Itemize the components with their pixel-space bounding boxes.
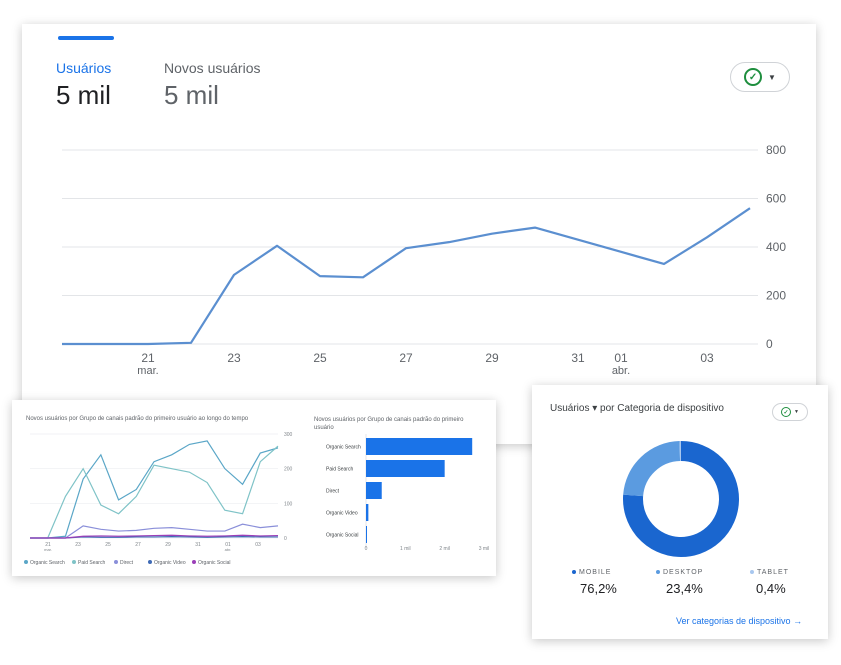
legend-swatch <box>24 560 28 564</box>
device-label-desktop: DESKTOP <box>656 569 703 576</box>
bar-category-label: Organic Social <box>326 533 359 539</box>
tab-new-users-label[interactable]: Novos usuários <box>164 60 261 76</box>
channel-series-line <box>30 523 279 539</box>
bar <box>366 460 445 477</box>
y-tick-label: 300 <box>284 432 293 438</box>
channels-bar-title: Novos usuários por Grupo de canais padrã… <box>314 417 464 431</box>
bar <box>366 526 367 543</box>
x-tick-label: 23 <box>227 351 241 365</box>
x-tick-label: 2 mil <box>439 546 450 552</box>
device-label-tablet: TABLET <box>750 569 789 576</box>
x-tick-label: 31 <box>195 542 201 548</box>
device-status-dropdown[interactable]: ✓ ▼ <box>772 403 808 421</box>
x-tick-label: 29 <box>485 351 499 365</box>
bar-category-label: Paid Search <box>326 467 353 473</box>
legend-swatch <box>114 560 118 564</box>
tab-new-users-value[interactable]: 5 mil <box>164 80 219 110</box>
legend-label: Paid Search <box>78 560 105 566</box>
donut-slice-mobile <box>623 441 739 557</box>
x-tick-label: 27 <box>135 542 141 548</box>
tab-users-value[interactable]: 5 mil <box>56 80 111 110</box>
caret-down-icon: ▼ <box>768 72 776 82</box>
y-tick-label: 400 <box>766 240 786 254</box>
users-overview-card: Usuários 5 mil Novos usuários 5 mil ✓ ▼ … <box>22 24 816 444</box>
channel-series-line <box>30 445 279 539</box>
channels-line-title: Novos usuários por Grupo de canais padrã… <box>26 416 249 422</box>
y-tick-label: 600 <box>766 192 786 206</box>
x-tick-label: 0 <box>365 546 368 552</box>
x-tick-label: 23 <box>75 542 81 548</box>
users-series-line <box>62 207 751 346</box>
channels-bar-chart: Organic Search Paid Search Direct Organic V… <box>326 434 490 552</box>
x-tick-label: 21 <box>141 351 155 365</box>
legend-swatch <box>148 560 152 564</box>
y-tick-label: 200 <box>766 289 786 303</box>
x-tick-label: 01 <box>225 542 231 548</box>
bar <box>366 504 369 521</box>
y-tick-label: 0 <box>766 337 773 351</box>
x-tick-label: 03 <box>255 542 261 548</box>
x-tick-sublabel: abr. <box>612 365 630 377</box>
bar <box>366 438 473 455</box>
x-tick-sublabel: abr. <box>225 547 232 552</box>
legend-swatch <box>192 560 196 564</box>
device-value-mobile: 76,2% <box>580 581 617 596</box>
caret-down-icon: ▼ <box>794 409 799 415</box>
x-tick-label: 25 <box>105 542 111 548</box>
tab-users-label[interactable]: Usuários <box>56 60 112 76</box>
device-categories-link[interactable]: Ver categorias de dispositivo → <box>676 616 803 626</box>
x-tick-sublabel: mar. <box>137 365 158 377</box>
check-circle-icon: ✓ <box>781 407 792 417</box>
x-tick-label: 25 <box>313 351 327 365</box>
x-tick-label: 21 <box>45 542 51 548</box>
y-tick-label: 200 <box>284 467 293 473</box>
x-tick-label: 03 <box>700 351 714 365</box>
active-tab-indicator <box>58 36 114 40</box>
legend-swatch <box>72 560 76 564</box>
x-tick-label: 31 <box>571 351 585 365</box>
y-tick-label: 0 <box>284 536 287 542</box>
check-circle-icon: ✓ <box>744 68 763 86</box>
x-tick-label: 01 <box>614 351 628 365</box>
legend-label: Direct <box>120 560 134 566</box>
channels-card: Novos usuários por Grupo de canais padrã… <box>12 400 496 576</box>
device-donut-chart <box>623 441 739 557</box>
bar-category-label: Organic Search <box>326 445 361 451</box>
bar-category-label: Direct <box>326 489 340 495</box>
y-tick-label: 100 <box>284 501 293 507</box>
legend-label: Organic Social <box>198 560 231 566</box>
donut-slice-desktop <box>623 441 681 497</box>
device-label-mobile: MOBILE <box>572 569 611 576</box>
x-tick-sublabel: mar. <box>44 547 52 552</box>
legend-label: Organic Search <box>30 560 65 566</box>
device-value-tablet: 0,4% <box>756 581 786 596</box>
device-card-title[interactable]: Usuários ▾ por Categoria de dispositivo <box>550 403 724 414</box>
comparison-status-dropdown[interactable]: ✓ ▼ <box>730 62 790 92</box>
x-tick-label: 3 mil <box>479 546 490 552</box>
legend-label: Organic Video <box>154 560 186 566</box>
y-tick-label: 800 <box>766 143 786 157</box>
x-tick-label: 29 <box>165 542 171 548</box>
device-card: Usuários ▾ por Categoria de dispositivo … <box>532 385 828 639</box>
arrow-right-icon: → <box>793 616 803 626</box>
channel-series-line <box>30 534 279 539</box>
channel-series-line <box>30 440 279 539</box>
bar-category-label: Organic Video <box>326 511 358 517</box>
x-tick-label: 1 mil <box>400 546 411 552</box>
x-tick-label: 27 <box>399 351 413 365</box>
device-value-desktop: 23,4% <box>666 581 703 596</box>
bar <box>366 482 382 499</box>
